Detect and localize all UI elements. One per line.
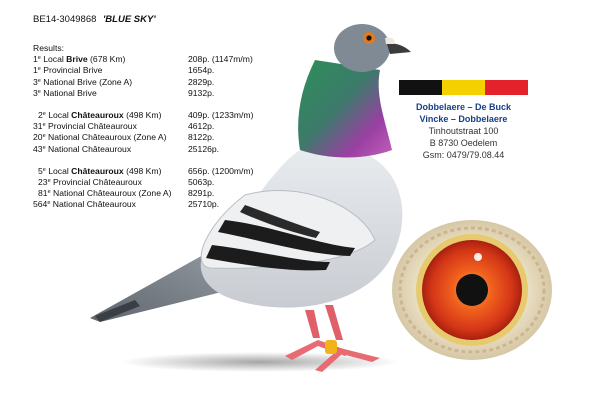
result-text: National Brive [40,87,97,98]
result-ordinal: 2 [38,109,43,120]
race-name: Châteauroux [71,109,124,120]
result-ordinal: 20 [33,132,43,143]
result-distance: (678 Km) [87,54,126,65]
result-line: 43e National Châteauroux 25126p. [33,144,283,155]
result-points: 8122p. [188,132,215,143]
ordinal-suffix: e [42,166,46,173]
owner-address: Dobbelaere – De Buck Vincke – Dobbelaere… [399,101,528,161]
result-line: 81e National Châteauroux (Zone A) 8291p. [33,188,283,199]
result-text: Local [40,54,67,65]
result-ordinal: 3 [33,87,38,98]
result-line: 564e National Châteauroux 25710p. [33,199,283,210]
result-line: 2e Local Châteauroux (498 Km) 409p. (123… [33,110,283,121]
ordinal-suffix: e [37,88,41,95]
ordinal-suffix: e [37,77,41,84]
owner-street: Tinhoutstraat 100 [428,126,499,136]
result-points: 25710p. [188,199,220,210]
result-ordinal: 31 [33,121,43,132]
owner-city: B 8730 Oedelem [429,138,498,148]
result-points: 9132p. [188,87,215,98]
ordinal-suffix: e [42,133,46,140]
result-ordinal: 5 [38,165,43,176]
result-text: Local [45,165,72,176]
result-points: 409p. (1233m/m) [188,109,254,120]
result-points: 208p. (1147m/m) [188,54,253,65]
result-points: 8291p. [188,188,215,199]
ordinal-suffix: e [47,177,51,184]
result-distance: (498 Km) [123,165,162,176]
result-distance: (498 Km) [123,109,162,120]
owner-name-1: Dobbelaere – De Buck [415,102,512,112]
result-ordinal: 1 [33,65,38,76]
result-text: National Brive (Zone A) [40,76,133,87]
result-ordinal: 3 [33,76,38,87]
result-text: Provincial Châteauroux [45,121,137,132]
result-line: 3e National Brive (Zone A) 2829p. [33,77,283,88]
result-line: 31e Provincial Châteauroux 4612p. [33,121,283,132]
ordinal-suffix: e [37,55,41,62]
result-ordinal: 23 [38,176,48,187]
result-line: 1e Provincial Brive 1654p. [33,65,283,76]
pigeon-eye-icon [392,220,552,360]
results-list: Results: 1e Local Brive (678 Km) 208p. (… [33,43,283,210]
ordinal-suffix: e [37,66,41,73]
race-name: Brive [66,54,88,65]
result-points: 1654p. [188,65,215,76]
result-points: 656p. (1200m/m) [188,165,254,176]
owner-gsm: Gsm: 0479/79.08.44 [422,150,505,160]
ordinal-suffix: e [47,200,51,207]
result-line: 23e Provincial Châteauroux 5063p. [33,177,283,188]
result-line: 20e National Châteauroux (Zone A) 8122p. [33,132,283,143]
result-ordinal: 564 [33,199,48,210]
result-line: 3e National Brive 9132p. [33,88,283,99]
result-text: Provincial Brive [40,65,103,76]
race-name: Châteauroux [71,165,124,176]
owner-name-2: Vincke – Dobbelaere [419,114,508,124]
flag-black-stripe [399,80,442,95]
result-text: National Châteauroux [50,199,136,210]
ring-number: BE14-3049868 [33,14,97,25]
result-ordinal: 43 [33,143,43,154]
result-ordinal: 1 [33,54,38,65]
pigeon-name: 'BLUE SKY' [103,14,156,25]
result-line: 5e Local Châteauroux (498 Km) 656p. (120… [33,166,283,177]
belgian-flag [399,80,528,95]
ordinal-suffix: e [42,144,46,151]
result-line: 1e Local Brive (678 Km) 208p. (1147m/m) [33,54,283,65]
result-text: Local [45,109,72,120]
result-text: National Châteauroux (Zone A) [45,132,167,143]
flag-yellow-stripe [442,80,485,95]
results-header: Results: [33,43,65,53]
result-points: 4612p. [188,121,215,132]
ordinal-suffix: e [47,189,51,196]
result-ordinal: 81 [38,188,48,199]
ordinal-suffix: e [42,122,46,129]
result-points: 2829p. [188,76,215,87]
ordinal-suffix: e [42,110,46,117]
flag-red-stripe [485,80,528,95]
result-text: National Châteauroux [45,143,132,154]
result-text: National Châteauroux (Zone A) [50,188,172,199]
result-points: 25126p. [188,143,220,154]
ring-id: BE14-3049868 'BLUE SKY' [33,14,156,25]
result-points: 5063p. [188,176,215,187]
result-text: Provincial Châteauroux [50,176,142,187]
